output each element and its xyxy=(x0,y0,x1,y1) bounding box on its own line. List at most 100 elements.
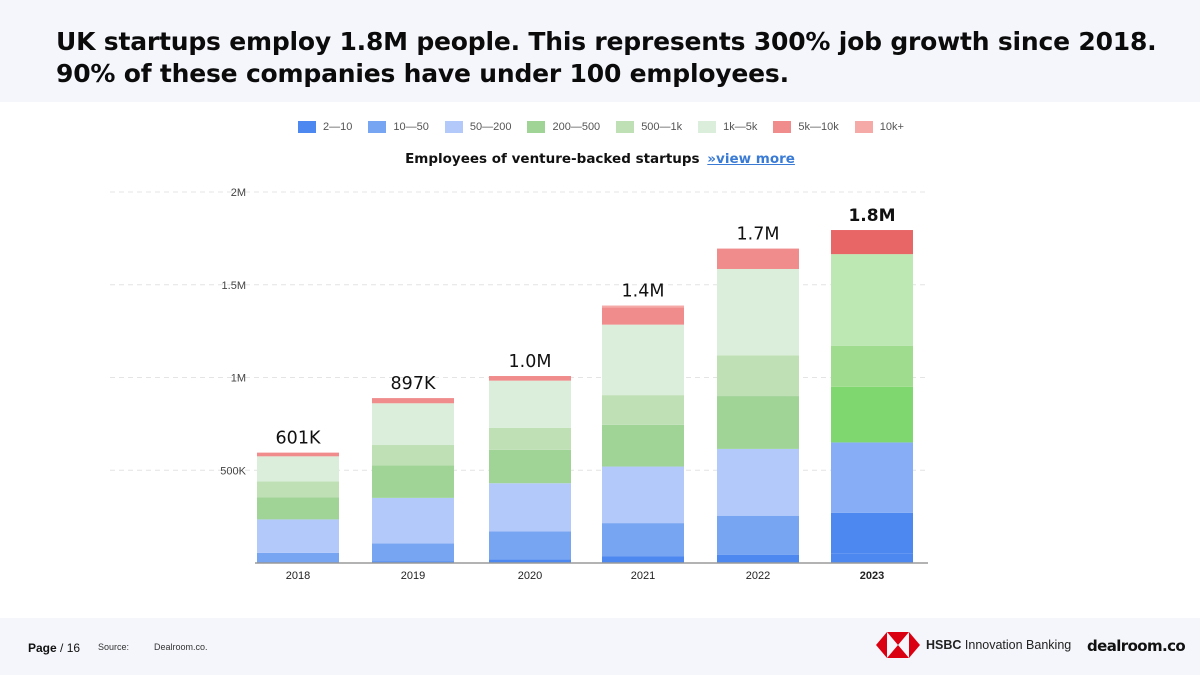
bar-segment xyxy=(717,515,799,555)
bar-segment xyxy=(717,248,799,269)
bar-segment xyxy=(831,254,913,346)
bar-segment xyxy=(602,466,684,524)
legend-swatch xyxy=(616,121,635,133)
legend-label: 5k—10k xyxy=(798,121,839,133)
bar-segment xyxy=(257,452,339,457)
header-band xyxy=(0,0,1200,102)
bar-segment xyxy=(717,396,799,449)
bar-segment xyxy=(831,386,913,443)
bar-segment xyxy=(489,376,571,381)
bar-segment xyxy=(372,398,454,404)
bar-segment xyxy=(489,483,571,532)
bar-total-label: 601K xyxy=(276,429,321,449)
dealroom-logo: dealroom.co xyxy=(1087,637,1186,655)
x-tick-label: 2022 xyxy=(746,570,770,582)
source-label: Source: xyxy=(98,642,130,652)
legend-swatch xyxy=(698,121,717,133)
legend-item-0[interactable]: 2—10 xyxy=(298,121,352,133)
page-total: / 16 xyxy=(60,641,81,655)
bar-segment xyxy=(831,512,913,554)
legend-label: 50—200 xyxy=(469,121,512,133)
legend-item-3[interactable]: 200—500 xyxy=(527,121,600,133)
x-tick-label: 2018 xyxy=(286,570,310,582)
legend-label: 500—1k xyxy=(641,121,683,133)
bar-segment xyxy=(372,497,454,544)
bar-segment xyxy=(257,481,339,498)
legend-swatch xyxy=(298,121,317,133)
legend-item-6[interactable]: 5k—10k xyxy=(773,121,839,133)
bar-segment xyxy=(717,355,799,397)
bar-segment xyxy=(831,230,913,255)
x-tick-label: 2023 xyxy=(860,570,884,582)
bar-segment xyxy=(257,497,339,520)
source-value: Dealroom.co. xyxy=(154,642,208,652)
legend-label: 10—50 xyxy=(393,121,429,133)
legend-item-4[interactable]: 500—1k xyxy=(616,121,682,133)
legend-swatch xyxy=(527,121,546,133)
bar-segment xyxy=(602,305,684,308)
headline-line-2: 90% of these companies have under 100 em… xyxy=(56,59,789,88)
legend-label: 1k—5k xyxy=(723,121,758,133)
bar-segment xyxy=(372,465,454,498)
legend-swatch xyxy=(368,121,387,133)
bar-total-label: 897K xyxy=(391,374,436,394)
legend-swatch xyxy=(444,121,463,133)
bar-segment xyxy=(831,345,913,387)
bar-total-label: 1.7M xyxy=(737,225,780,245)
bar-segment xyxy=(602,523,684,557)
legend-item-7[interactable]: 10k+ xyxy=(854,121,904,133)
footer-band xyxy=(0,618,1200,675)
y-tick-label: 2M xyxy=(231,187,246,199)
chart-title: Employees of venture-backed startups »vi… xyxy=(0,151,1200,167)
y-tick-label: 1M xyxy=(231,373,246,385)
y-tick-label: 1.5M xyxy=(222,280,246,292)
legend-item-2[interactable]: 50—200 xyxy=(444,121,512,133)
page-headline: UK startups employ 1.8M people. This rep… xyxy=(56,26,1157,90)
bar-segment xyxy=(831,553,913,563)
bar-segment xyxy=(257,519,339,553)
bar-segment xyxy=(602,556,684,563)
legend-swatch xyxy=(773,121,792,133)
legend-swatch xyxy=(854,121,873,133)
legend-item-5[interactable]: 1k—5k xyxy=(698,121,757,133)
bar-segment xyxy=(489,380,571,428)
bar-segment xyxy=(602,324,684,396)
bar-segment xyxy=(372,445,454,466)
bar-segment xyxy=(831,442,913,513)
page-number: Page / 16 xyxy=(28,641,80,655)
legend-label: 2—10 xyxy=(323,121,353,133)
hsbc-wordmark: HSBC Innovation Banking xyxy=(926,638,1071,652)
bar-segment xyxy=(717,268,799,356)
bar-segment xyxy=(372,403,454,446)
y-tick-label: 500K xyxy=(220,465,246,477)
bar-segment xyxy=(489,531,571,560)
bar-segment xyxy=(257,552,339,563)
view-more-link[interactable]: »view more xyxy=(707,151,795,167)
hsbc-logo: HSBC Innovation Banking xyxy=(876,632,1071,658)
bar-segment xyxy=(489,427,571,450)
bar-segment xyxy=(602,307,684,325)
legend-label: 200—500 xyxy=(552,121,601,133)
hsbc-wordmark-rest: Innovation Banking xyxy=(961,638,1072,652)
bar-segment xyxy=(602,424,684,467)
headline-line-1: UK startups employ 1.8M people. This rep… xyxy=(56,27,1157,56)
bar-segment xyxy=(372,543,454,562)
hsbc-wordmark-bold: HSBC xyxy=(926,638,962,652)
hsbc-hexagon-icon xyxy=(876,632,920,658)
bar-total-label: 1.8M xyxy=(848,206,895,226)
bar-segment xyxy=(489,559,571,563)
page-label: Page xyxy=(28,641,57,655)
bar-segment xyxy=(489,449,571,484)
bar-total-label: 1.4M xyxy=(622,282,665,302)
bar-segment xyxy=(257,456,339,482)
chart-legend: 2—10 10—50 50—200 200—500 500—1k 1k—5k 5k—10k 1… xyxy=(0,121,1200,133)
bar-segment xyxy=(717,554,799,563)
x-tick-label: 2020 xyxy=(518,570,542,582)
legend-item-1[interactable]: 10—50 xyxy=(368,121,429,133)
bar-total-label: 1.0M xyxy=(509,352,552,372)
legend-label: 10k+ xyxy=(879,121,904,133)
x-tick-label: 2021 xyxy=(631,570,655,582)
bar-segment xyxy=(717,448,799,516)
x-tick-label: 2019 xyxy=(401,570,425,582)
